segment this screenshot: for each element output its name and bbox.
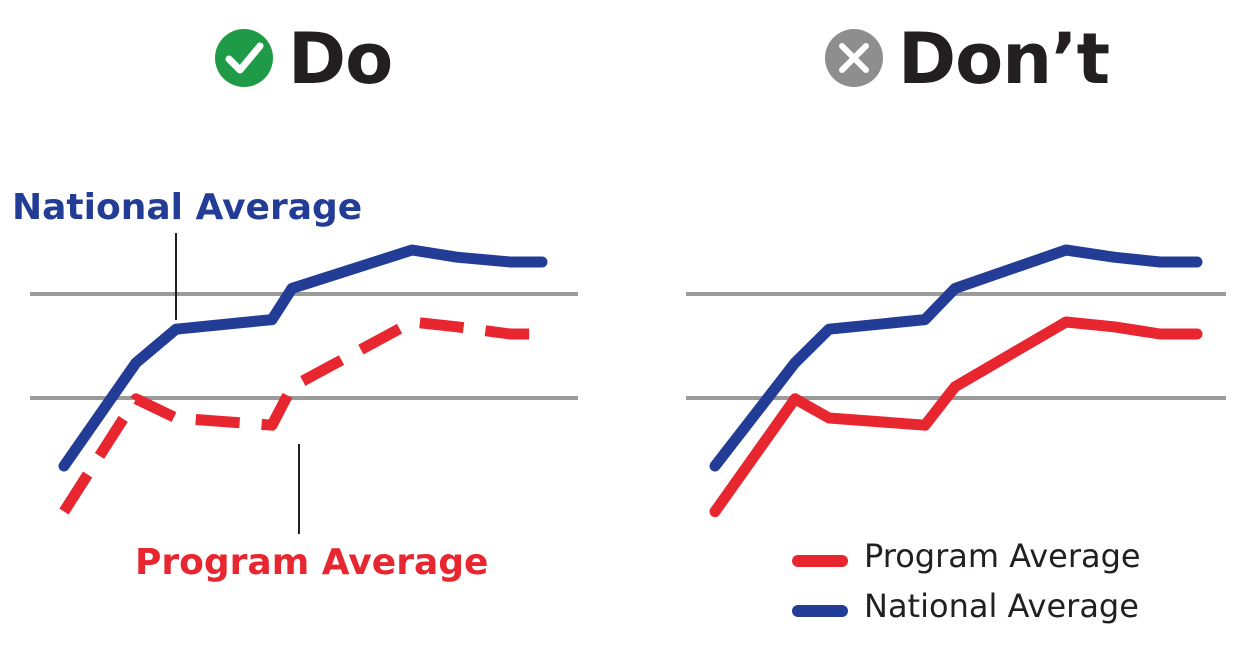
do-program-average-line <box>59 316 542 515</box>
check-circle-icon <box>215 29 273 87</box>
dont-panel: Don’t Program Average National Average <box>686 18 1226 625</box>
do-panel: Do National Average Program Average <box>12 18 578 583</box>
do-national-label: National Average <box>12 187 362 228</box>
do-program-annotation: Program Average <box>135 444 488 583</box>
dont-program-average-line <box>709 316 1203 518</box>
do-title: Do <box>288 18 392 100</box>
do-chart: National Average Program Average <box>12 187 578 583</box>
do-header: Do <box>215 18 393 100</box>
legend-label-program: Program Average <box>864 537 1141 575</box>
dont-national-average-line <box>709 244 1203 472</box>
dont-title: Don’t <box>898 18 1109 100</box>
dont-series <box>709 244 1203 518</box>
do-program-label: Program Average <box>135 542 488 583</box>
dont-legend: Program Average National Average <box>792 537 1141 625</box>
do-national-annotation: National Average <box>12 187 362 320</box>
dont-header: Don’t <box>825 18 1110 100</box>
do-gridlines <box>30 292 578 400</box>
do-series <box>58 244 548 515</box>
legend-item-program: Program Average <box>792 537 1141 575</box>
do-national-average-line <box>58 244 548 472</box>
legend-item-national: National Average <box>792 587 1139 625</box>
dont-chart: Program Average National Average <box>686 244 1226 625</box>
x-circle-icon <box>825 29 883 87</box>
legend-label-national: National Average <box>864 587 1139 625</box>
